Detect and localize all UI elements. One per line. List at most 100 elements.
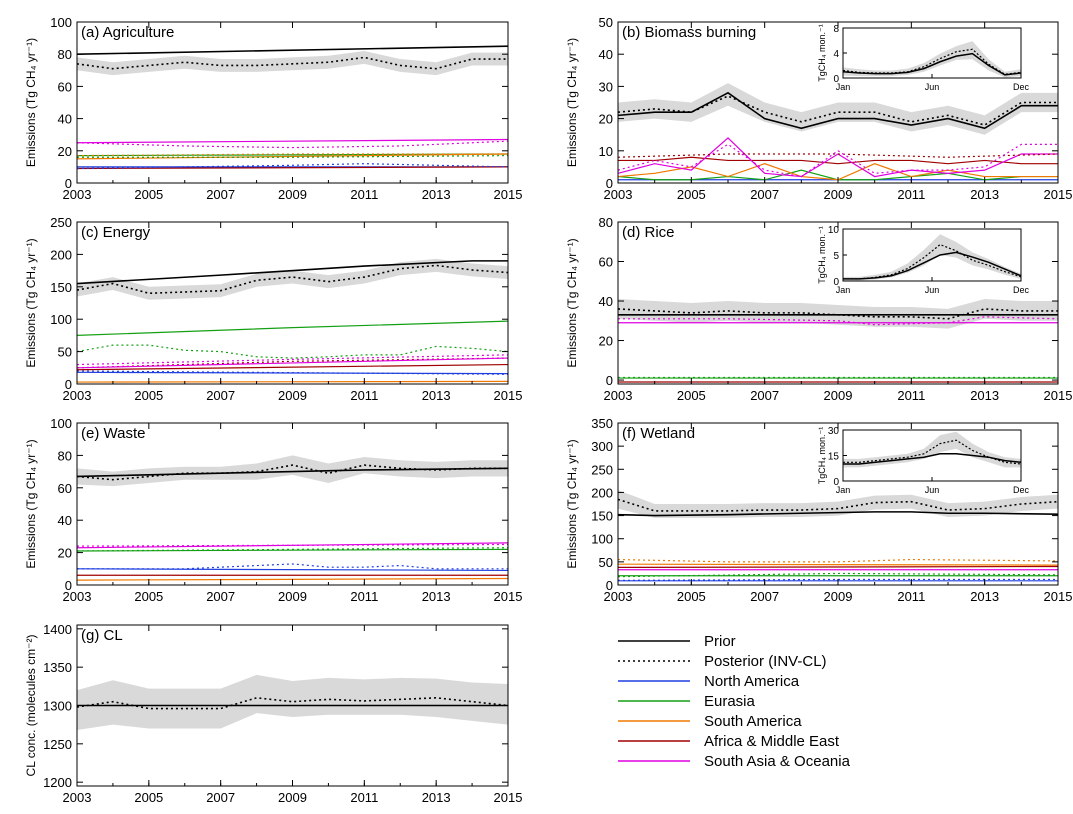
x-tick-label: 2013 bbox=[422, 790, 451, 805]
inset-x-tick-label: Dec bbox=[1013, 285, 1030, 295]
y-tick-label: 30 bbox=[599, 79, 613, 94]
inset-y-tick-label: 30 bbox=[828, 426, 840, 437]
inset-d: 0 5 10 Jan Jun Dec TgCH₄ mon.⁻¹ bbox=[817, 225, 1029, 295]
y-tick-label: 250 bbox=[591, 462, 613, 477]
legend-label: Posterior (INV-CL) bbox=[704, 653, 827, 670]
y-axis-label: CL conc. (molecules cm⁻²) bbox=[24, 635, 38, 777]
y-tick-label: 250 bbox=[50, 215, 72, 230]
y-tick-label: 20 bbox=[599, 334, 613, 349]
y-tick-label: 50 bbox=[599, 15, 613, 30]
x-tick-label: 2005 bbox=[134, 790, 163, 805]
series-line-south-asia-oceania-dotted bbox=[77, 543, 508, 547]
series-line-eurasia-dotted bbox=[77, 344, 508, 359]
y-tick-label: 1300 bbox=[43, 699, 72, 714]
inset-x-tick-label: Jun bbox=[925, 82, 940, 92]
y-tick-label: 80 bbox=[599, 215, 613, 230]
x-tick-label: 2009 bbox=[824, 187, 853, 202]
x-tick-label: 2015 bbox=[494, 187, 523, 202]
y-tick-label: 40 bbox=[599, 47, 613, 62]
x-tick-label: 2015 bbox=[494, 589, 523, 604]
inset-x-tick-label: Jun bbox=[925, 285, 940, 295]
series-line-prior-solid bbox=[618, 511, 1058, 517]
x-tick-label: 2007 bbox=[206, 589, 235, 604]
x-tick-label: 2015 bbox=[1044, 589, 1073, 604]
inset-y-axis-label: TgCH₄ mon.⁻¹ bbox=[817, 24, 827, 81]
y-tick-label: 0 bbox=[65, 377, 72, 392]
inset-prior-line bbox=[842, 52, 1022, 76]
y-tick-label: 60 bbox=[58, 481, 72, 496]
y-tick-label: 1250 bbox=[43, 737, 72, 752]
x-tick-label: 2005 bbox=[134, 589, 163, 604]
inset-band bbox=[843, 431, 1021, 468]
y-tick-label: 50 bbox=[58, 345, 72, 360]
legend-label: South Asia & Oceania bbox=[704, 753, 851, 770]
series-line-eurasia-solid bbox=[77, 320, 508, 336]
inset-y-tick-label: 5 bbox=[833, 251, 839, 262]
x-tick-label: 2015 bbox=[1044, 388, 1073, 403]
inset-posterior-line bbox=[843, 439, 1022, 465]
y-tick-label: 0 bbox=[606, 578, 613, 593]
series-line-north-america-dotted bbox=[77, 563, 508, 570]
uncertainty-band bbox=[77, 455, 508, 487]
x-tick-label: 2009 bbox=[278, 790, 307, 805]
inset-posterior-line bbox=[843, 243, 1022, 280]
y-tick-label: 200 bbox=[50, 247, 72, 262]
y-tick-label: 1400 bbox=[43, 622, 72, 637]
panel-a: 2003 2005 2007 2009 2011 2013 2015 0 20 40 60 80 100… bbox=[24, 15, 522, 202]
x-tick-label: 2007 bbox=[750, 589, 779, 604]
series-line-posterior-inv-cl--dotted bbox=[618, 498, 1058, 512]
plot-area bbox=[618, 490, 1058, 582]
inset-y-axis-label: TgCH₄ mon.⁻¹ bbox=[817, 226, 827, 283]
y-tick-label: 60 bbox=[599, 255, 613, 270]
legend: Prior Posterior (INV-CL) North America Eura… bbox=[618, 633, 851, 770]
series-line-south-asia-oceania-solid bbox=[618, 137, 1058, 178]
series-line-south-america-solid bbox=[77, 153, 508, 160]
panel-title: (f) Wetland bbox=[622, 425, 695, 442]
y-tick-label: 0 bbox=[65, 578, 72, 593]
inset-x-tick-label: Jan bbox=[836, 285, 851, 295]
series-line-eurasia-dotted bbox=[77, 547, 508, 552]
x-tick-label: 2011 bbox=[897, 187, 925, 202]
y-tick-label: 20 bbox=[58, 144, 72, 159]
series-line-south-asia-oceania-dotted bbox=[77, 140, 508, 149]
plot-area bbox=[77, 45, 508, 170]
series-line-posterior-inv-cl--dotted bbox=[618, 308, 1058, 320]
plot-area bbox=[618, 83, 1058, 181]
x-tick-label: 2003 bbox=[63, 187, 92, 202]
x-tick-label: 2013 bbox=[422, 388, 451, 403]
x-tick-label: 2011 bbox=[350, 589, 378, 604]
y-axis-label: Emissions (Tg CH₄ yr⁻¹) bbox=[565, 439, 579, 568]
y-tick-label: 100 bbox=[591, 532, 613, 547]
y-tick-label: 100 bbox=[50, 416, 72, 431]
y-axis-label: Emissions (Tg CH₄ yr⁻¹) bbox=[565, 38, 579, 167]
series-line-africa-middle-east-solid bbox=[77, 166, 508, 170]
legend-label: Prior bbox=[704, 633, 736, 650]
x-tick-label: 2013 bbox=[422, 187, 451, 202]
y-tick-label: 100 bbox=[50, 15, 72, 30]
legend-label: Africa & Middle East bbox=[704, 733, 840, 750]
plot-area bbox=[77, 674, 508, 731]
inset-y-tick-label: 0 bbox=[833, 477, 839, 488]
y-tick-label: 1350 bbox=[43, 660, 72, 675]
y-axis-label: Emissions (Tg CH₄ yr⁻¹) bbox=[24, 38, 38, 167]
series-line-posterior-inv-cl--dotted bbox=[77, 56, 508, 70]
x-tick-label: 2009 bbox=[824, 589, 853, 604]
x-tick-label: 2011 bbox=[350, 388, 378, 403]
panel-c: 2003 2005 2007 2009 2011 2013 2015 0 50 100 150 200… bbox=[24, 215, 522, 403]
x-tick-label: 2011 bbox=[897, 589, 925, 604]
panel-e: 2003 2005 2007 2009 2011 2013 2015 0 20 40 60 80 100… bbox=[24, 416, 522, 604]
y-tick-label: 150 bbox=[591, 509, 613, 524]
y-tick-label: 350 bbox=[591, 416, 613, 431]
panel-g: 2003 2005 2007 2009 2011 2013 2015 1200 1250 1300… bbox=[24, 622, 522, 805]
y-tick-label: 100 bbox=[50, 312, 72, 327]
inset-y-axis-label: TgCH₄ mon.⁻¹ bbox=[817, 427, 827, 484]
panel-title: (b) Biomass burning bbox=[622, 24, 756, 41]
y-tick-label: 40 bbox=[58, 112, 72, 127]
y-tick-label: 80 bbox=[58, 47, 72, 62]
inset-x-tick-label: Dec bbox=[1013, 485, 1030, 495]
x-tick-label: 2003 bbox=[604, 388, 633, 403]
panel-title: (c) Energy bbox=[81, 224, 151, 241]
x-tick-label: 2013 bbox=[970, 187, 999, 202]
y-axis-label: Emissions (Tg CH₄ yr⁻¹) bbox=[565, 238, 579, 367]
